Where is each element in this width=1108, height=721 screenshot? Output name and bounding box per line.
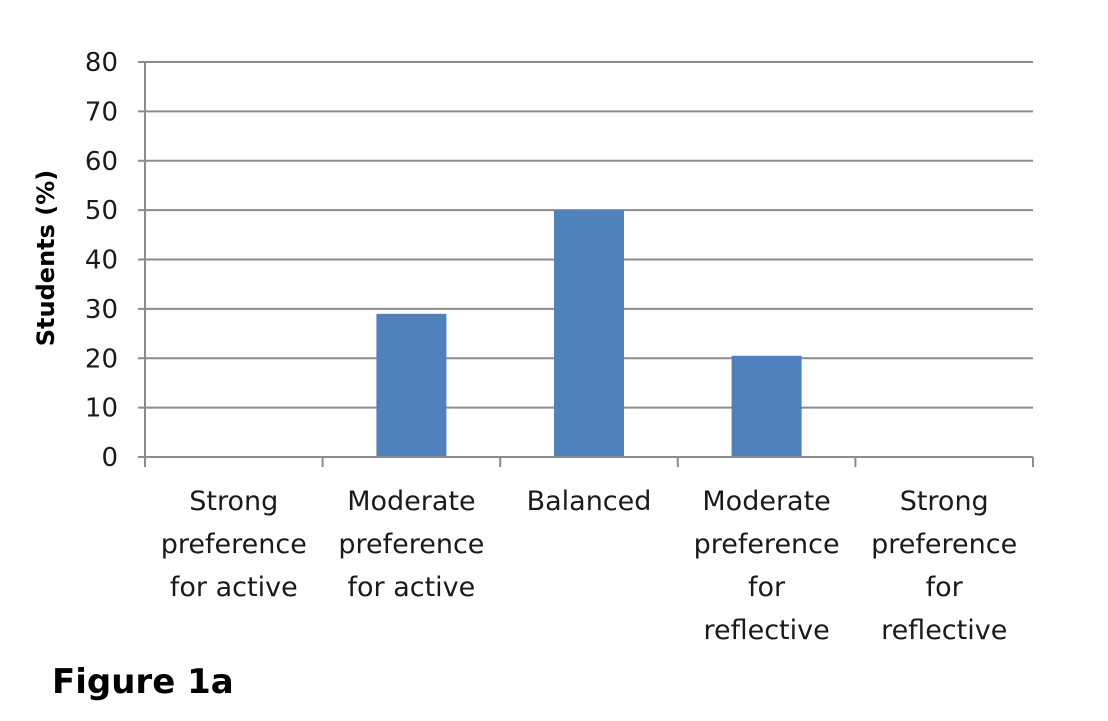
- axes: [138, 61, 1034, 467]
- bar: [554, 210, 624, 457]
- x-category-label: Moderate preference for reflective: [694, 486, 840, 646]
- y-axis-label: Students (%): [32, 170, 60, 346]
- x-category-label: Strong preference for active: [161, 486, 307, 603]
- y-tick-label: 80: [85, 48, 118, 78]
- bar: [731, 355, 802, 457]
- figure-caption: Figure 1a: [52, 662, 234, 702]
- y-tick-label: 20: [85, 344, 118, 374]
- y-tick-label: 50: [85, 196, 118, 226]
- y-tick-label: 10: [85, 394, 118, 424]
- x-category-label: Moderate preference for active: [338, 486, 484, 603]
- y-tick-labels: 0 10 20 30 40 50 60 70 80: [85, 48, 118, 473]
- bar: [376, 313, 447, 457]
- x-category-label: Strong preference for reflective: [871, 486, 1017, 646]
- y-tick-label: 30: [85, 295, 118, 325]
- bars: [376, 210, 802, 457]
- y-tick-label: 0: [101, 443, 118, 473]
- y-tick-label: 70: [85, 97, 118, 127]
- y-tick-label: 40: [85, 246, 118, 276]
- x-category-label: Balanced: [527, 486, 652, 517]
- x-category-labels: Strong preference for active Moderate prefer…: [161, 486, 1017, 646]
- y-tick-label: 60: [85, 147, 118, 177]
